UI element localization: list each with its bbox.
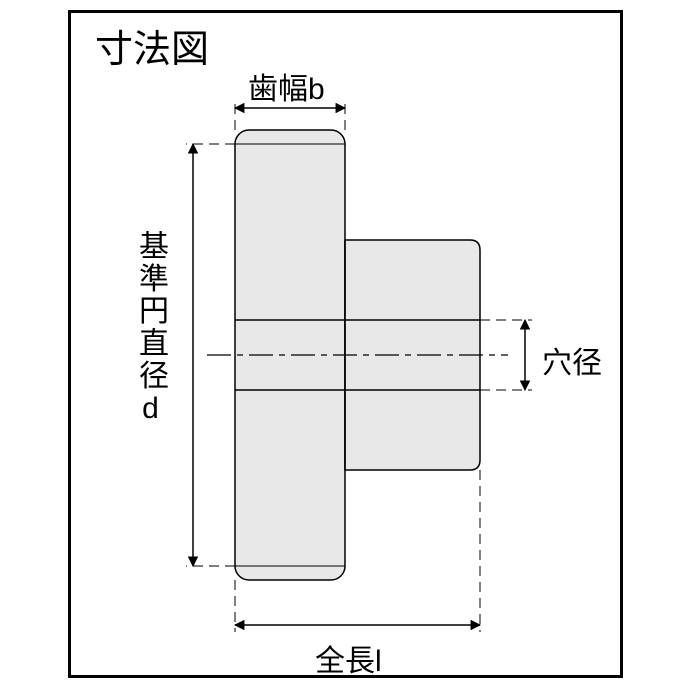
bore-label: 穴径 xyxy=(542,338,602,382)
diagram-canvas: 寸法図 歯幅b 基準円直径d 穴径 全長l xyxy=(0,0,691,691)
overall-length-label: 全長l xyxy=(315,636,382,680)
pitch-diameter-label: 基準円直径d xyxy=(128,230,172,427)
tooth-width-label: 歯幅b xyxy=(248,64,325,108)
